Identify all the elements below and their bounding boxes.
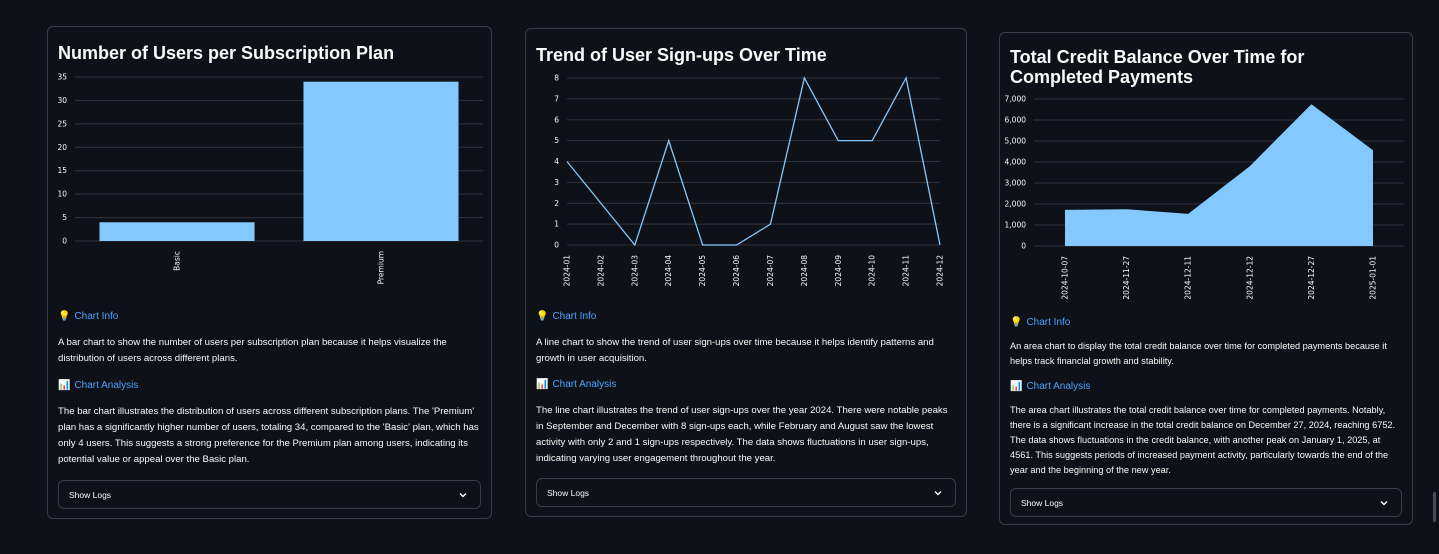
y-tick-label: 1,000 [1005,221,1027,230]
lightbulb-icon: 💡 [536,311,549,322]
x-tick-label: 2025-01-01 [1369,256,1378,300]
show-logs-expander[interactable]: Show Logs [1010,488,1402,517]
x-tick-label: 2024-12-11 [1184,256,1193,300]
chart-info-heading: 💡 Chart Info [1010,317,1070,328]
chevron-down-icon [1380,500,1388,505]
y-tick-label: 6 [554,115,559,124]
y-tick-label: 20 [57,143,67,152]
chart-card-credit: Total Credit Balance Over Time for Compl… [999,32,1413,525]
chart-title: Trend of User Sign-ups Over Time [536,45,827,65]
chart-info-text: A line chart to show the trend of user s… [536,337,934,364]
chart-card-signups: Trend of User Sign-ups Over Time 0 1 2 3 4 5 6… [525,28,967,517]
chart-info-label: Chart Info [552,311,597,322]
bar-chart-icon: 📊 [58,380,71,391]
x-tick-label: 2024-09 [834,255,843,287]
chart-info-text: A bar chart to show the number of users … [58,337,447,364]
x-tick-label: 2024-10 [868,255,877,287]
area-fill [1065,104,1373,246]
y-tick-label: 30 [57,96,67,105]
bar [99,222,255,241]
x-tick-label: 2024-12-12 [1245,256,1254,300]
y-tick-label: 7,000 [1005,95,1027,104]
show-logs-expander[interactable]: Show Logs [58,480,481,509]
y-tick-label: 3 [554,178,559,187]
x-tick-label: 2024-02 [596,255,605,287]
lightbulb-icon: 💡 [58,311,71,322]
x-tick-label: 2024-03 [630,255,639,287]
x-tick-label: 2024-11-27 [1122,256,1131,300]
bar-chart-icon: 📊 [1010,381,1023,392]
chevron-down-icon [459,492,467,497]
bar-chart-icon: 📊 [536,379,549,390]
bar-chart[interactable]: 0 5 10 15 20 25 30 35 Basic Premium [48,27,493,287]
area-chart[interactable]: 0 1,000 2,000 3,000 4,000 5,000 6,000 7,000 2024… [1000,33,1414,300]
y-tick-label: 0 [554,241,559,250]
chart-analysis-heading: 📊 Chart Analysis [58,380,138,391]
x-tick-label: Premium [377,251,386,284]
chart-card-subscription: Number of Users per Subscription Plan 0 5… [47,26,492,519]
y-tick-label: 4,000 [1005,158,1027,167]
chart-info-heading: 💡 Chart Info [58,311,118,322]
chart-analysis-text: The area chart illustrates the total cre… [1010,405,1396,475]
show-logs-expander[interactable]: Show Logs [536,478,956,507]
chart-analysis-label: Chart Analysis [1026,381,1091,392]
chart-info-text: An area chart to display the total credi… [1010,341,1387,366]
x-tick-label: 2024-11 [902,255,911,287]
show-logs-label: Show Logs [1021,497,1064,508]
chart-analysis-heading: 📊 Chart Analysis [536,379,616,390]
chart-analysis-text: The bar chart illustrates the distributi… [58,406,479,465]
show-logs-label: Show Logs [69,489,112,500]
y-tick-label: 7 [554,94,559,103]
chart-title: Number of Users per Subscription Plan [58,43,395,63]
page-scrollbar[interactable] [1433,492,1436,522]
y-tick-label: 1 [554,220,559,229]
x-tick-label: 2024-07 [766,255,775,287]
chart-analysis-text: The line chart illustrates the trend of … [536,405,948,464]
y-tick-label: 5 [554,136,559,145]
y-tick-label: 5 [62,213,67,222]
chart-info-heading: 💡 Chart Info [536,311,596,322]
y-tick-label: 2,000 [1005,200,1027,209]
x-tick-label: 2024-06 [732,255,741,287]
chart-analysis-label: Chart Analysis [552,379,617,390]
x-tick-label: 2024-08 [800,255,809,287]
x-tick-label: 2024-04 [664,255,673,287]
chart-analysis-heading: 📊 Chart Analysis [1010,381,1090,392]
y-tick-label: 25 [57,119,67,128]
y-tick-label: 10 [57,190,67,199]
chevron-down-icon [934,490,942,495]
x-tick-label: 2024-05 [698,255,707,287]
x-tick-label: Basic [173,251,182,271]
lightbulb-icon: 💡 [1010,317,1023,328]
y-tick-label: 3,000 [1005,179,1027,188]
chart-title: Total Credit Balance Over Time for Compl… [1010,47,1305,87]
x-tick-label: 2024-10-07 [1061,256,1070,300]
y-tick-label: 0 [1021,242,1026,251]
x-tick-label: 2024-12-27 [1307,256,1316,300]
chart-info-label: Chart Info [74,311,119,322]
bar [303,81,459,241]
line-chart[interactable]: 0 1 2 3 4 5 6 7 8 2024-01 2024-02 2024-03 2024-04 202… [526,29,968,289]
chart-info-label: Chart Info [1026,317,1071,328]
series-line [566,76,941,247]
y-tick-label: 15 [57,166,67,175]
y-tick-label: 5,000 [1005,137,1027,146]
y-tick-label: 4 [554,157,559,166]
x-tick-label: 2024-12 [936,255,945,287]
chart-analysis-label: Chart Analysis [74,380,139,391]
x-tick-label: 2024-01 [563,255,572,287]
y-tick-label: 0 [62,237,67,246]
y-tick-label: 6,000 [1005,116,1027,125]
y-tick-label: 8 [554,74,559,83]
y-tick-label: 2 [554,199,559,208]
y-tick-label: 35 [57,73,67,82]
show-logs-label: Show Logs [547,487,590,498]
